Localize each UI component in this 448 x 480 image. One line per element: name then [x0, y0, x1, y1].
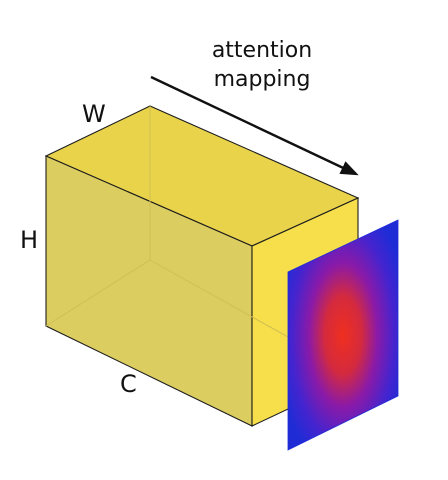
arrow-right-down-icon: [150, 75, 359, 176]
annotation-line-1: attention: [212, 38, 312, 63]
attention-heatmap: [287, 219, 399, 451]
cube-hidden-edge-left: [45, 259, 151, 327]
channel-label: C: [120, 370, 137, 398]
height-label: H: [20, 226, 38, 254]
width-label: W: [82, 100, 106, 128]
annotation-line-2: mapping: [214, 67, 311, 92]
